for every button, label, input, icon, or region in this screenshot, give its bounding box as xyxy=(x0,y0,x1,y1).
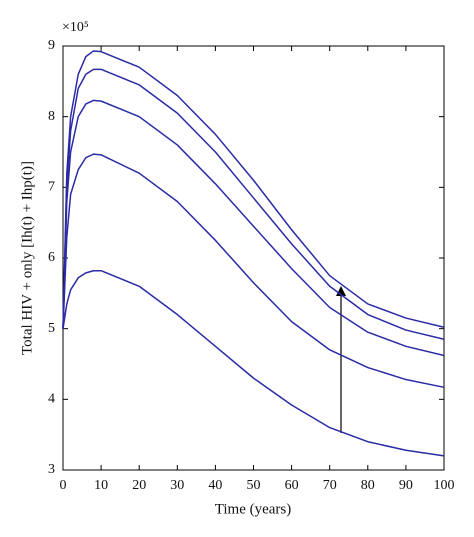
series-line xyxy=(62,68,445,340)
x-tick-label: 70 xyxy=(323,478,337,493)
y-tick-label: 7 xyxy=(48,180,55,195)
x-tick-label: 50 xyxy=(247,478,261,493)
y-tick-label: 5 xyxy=(48,321,55,336)
y-tick-label: 4 xyxy=(48,392,55,407)
y-tick-label: 3 xyxy=(48,462,55,477)
y-axis-label: Total HIV + only [Ih(t) + Ihp(t)] xyxy=(19,161,35,355)
arrow xyxy=(336,286,346,433)
x-tick-label: 90 xyxy=(399,478,413,493)
y-multiplier: ×10⁵ xyxy=(62,20,89,35)
series-line xyxy=(62,269,445,457)
x-axis-label: Time (years) xyxy=(215,501,292,517)
x-tick-label: 100 xyxy=(434,478,455,493)
series-line xyxy=(62,50,445,329)
y-tick-label: 8 xyxy=(48,109,55,124)
x-tick-label: 10 xyxy=(94,478,108,493)
series-line xyxy=(62,153,445,389)
x-tick-label: 80 xyxy=(361,478,375,493)
x-tick-label: 60 xyxy=(285,478,299,493)
series-line xyxy=(62,99,445,357)
x-tick-label: 0 xyxy=(60,478,67,493)
x-tick-label: 20 xyxy=(132,478,146,493)
y-tick-label: 9 xyxy=(48,38,55,53)
y-tick-label: 6 xyxy=(48,250,55,265)
x-tick-label: 40 xyxy=(208,478,222,493)
x-tick-label: 30 xyxy=(170,478,184,493)
